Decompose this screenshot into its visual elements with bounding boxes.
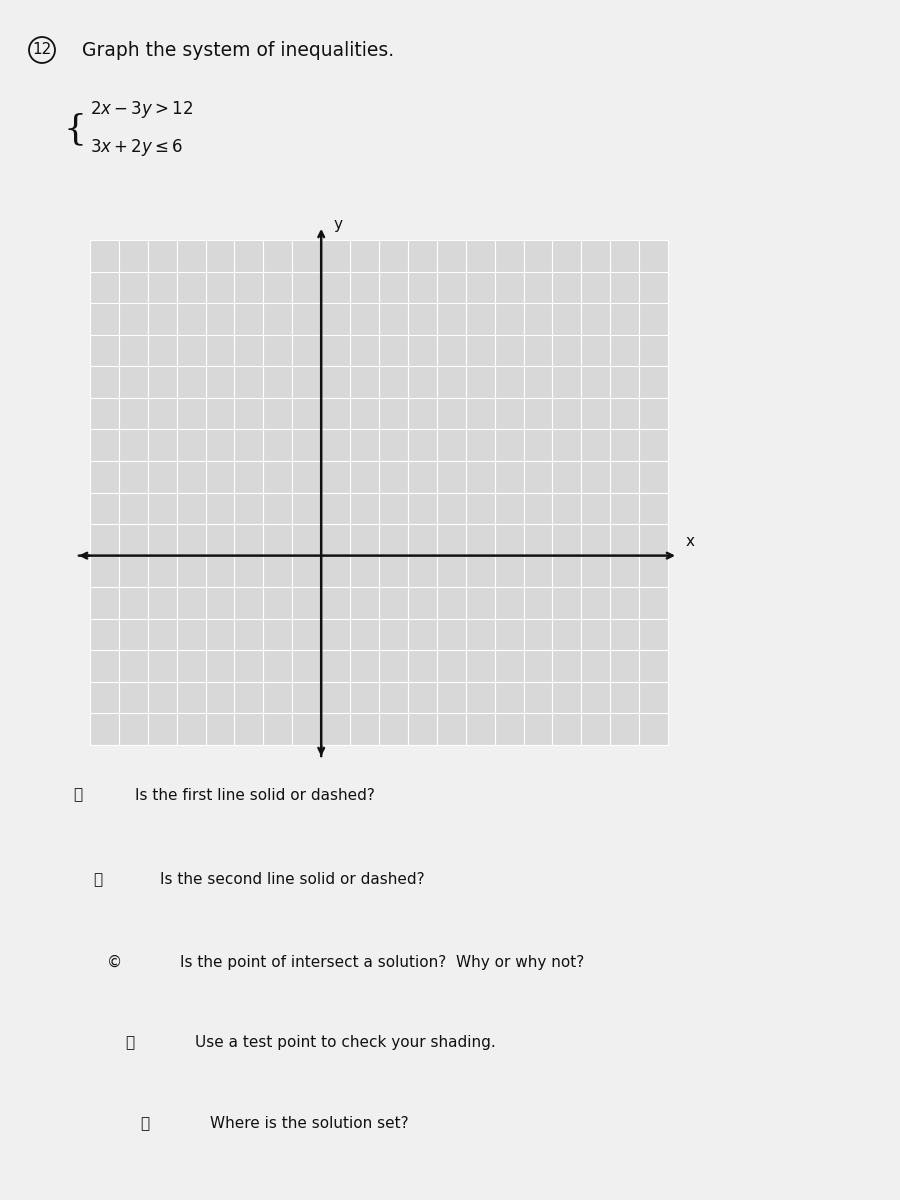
Text: Ⓔ: Ⓔ <box>140 1116 149 1132</box>
Text: $3x + 2y \leq 6$: $3x + 2y \leq 6$ <box>90 138 183 158</box>
Text: Is the second line solid or dashed?: Is the second line solid or dashed? <box>160 872 425 888</box>
Bar <box>90 240 668 745</box>
Text: Where is the solution set?: Where is the solution set? <box>210 1116 409 1132</box>
Text: Is the first line solid or dashed?: Is the first line solid or dashed? <box>135 787 375 803</box>
Text: 12: 12 <box>32 42 51 58</box>
Text: x: x <box>686 534 695 550</box>
Text: ⓓ: ⓓ <box>125 1036 135 1050</box>
Text: y: y <box>334 217 343 232</box>
Text: Use a test point to check your shading.: Use a test point to check your shading. <box>195 1036 496 1050</box>
Text: $2x - 3y > 12$: $2x - 3y > 12$ <box>90 100 194 120</box>
Text: Ⓐ: Ⓐ <box>74 787 83 803</box>
Text: Ⓑ: Ⓑ <box>94 872 103 888</box>
Text: {: { <box>64 112 86 146</box>
Text: Graph the system of inequalities.: Graph the system of inequalities. <box>82 41 394 60</box>
Text: ©: © <box>107 954 122 970</box>
Text: Is the point of intersect a solution?  Why or why not?: Is the point of intersect a solution? Wh… <box>180 954 584 970</box>
